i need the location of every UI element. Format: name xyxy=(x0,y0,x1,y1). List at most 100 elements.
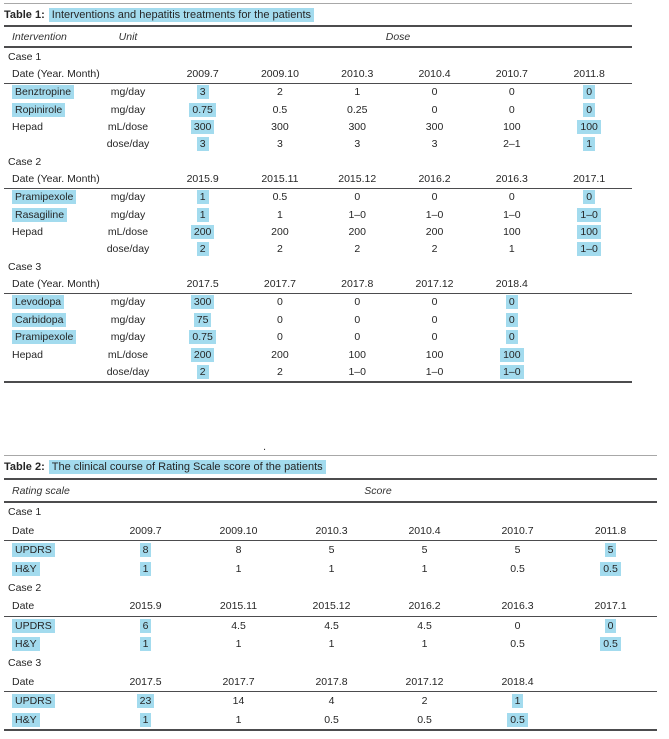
treatment-row: Pramipexole mg/day 0.75 0 0 0 0 xyxy=(4,329,632,346)
value-cell: 3 xyxy=(431,138,438,151)
treatment-row: Rasagiline mg/day 1 1 1–0 1–0 1–0 1–0 xyxy=(4,206,632,223)
date-cell: 2017.5 xyxy=(129,675,162,688)
value-cell: 0.5 xyxy=(471,712,564,727)
value-cell: 2 xyxy=(421,695,428,708)
value-cell: 1 xyxy=(508,243,515,256)
highlight: 0.5 xyxy=(507,712,528,727)
date-cell: 2017.1 xyxy=(594,600,627,613)
value-cell: 0 xyxy=(277,331,283,344)
table2-body: Case 1 Date 2009.7 2009.10 2010.3 2010.4 2010.… xyxy=(4,503,657,729)
highlight: 100 xyxy=(577,225,601,240)
unit-cell: mg/day xyxy=(110,103,146,116)
date-row: Date 2009.7 2009.10 2010.3 2010.4 2010.7 2011.… xyxy=(4,522,657,541)
value-cell: 0 xyxy=(473,295,550,310)
value-cell: 200 xyxy=(348,226,366,239)
value-cell: 1 xyxy=(354,86,361,99)
value-cell: 0.5 xyxy=(564,562,657,577)
row-label: UPDRS xyxy=(4,618,99,633)
table1-title: Table 1: Interventions and hepatitis tre… xyxy=(4,4,632,25)
value-cell: 300 xyxy=(348,121,366,134)
table1: Table 1: Interventions and hepatitis tre… xyxy=(4,3,632,383)
value-cell: 8 xyxy=(99,543,192,558)
value-cell: 14 xyxy=(232,695,245,708)
value-cell: 5 xyxy=(328,544,335,557)
value-cell: 2 xyxy=(164,364,241,379)
value-cell: 0.5 xyxy=(324,713,339,726)
table2-title-rule xyxy=(4,478,657,480)
unit-cell: mg/day xyxy=(110,208,146,221)
treatment-row: dose/day 3 3 3 3 2–1 1 xyxy=(4,136,632,153)
highlight: H&Y xyxy=(12,712,40,727)
unit-cell: mL/dose xyxy=(107,226,149,239)
highlight: 2 xyxy=(196,242,209,257)
row-label: H&Y xyxy=(4,637,99,652)
table1-top-rule xyxy=(4,3,632,4)
row-label: Hepad xyxy=(12,226,43,239)
unit-cell: mL/dose xyxy=(107,348,149,361)
date-cell: 2016.3 xyxy=(495,173,528,186)
table2-header-row: Rating scale Score xyxy=(4,480,657,501)
value-cell: 5 xyxy=(564,543,657,558)
score-row: H&Y 1 1 1 1 0.5 0.5 xyxy=(4,635,657,654)
value-cell: 0.25 xyxy=(347,103,368,116)
row-label: Ropinirole xyxy=(4,102,92,117)
row-label: Levodopa xyxy=(4,295,92,310)
treatment-row: Hepad mL/dose 200 200 200 200 100 100 xyxy=(4,223,632,240)
value-cell: 4.5 xyxy=(231,619,246,632)
value-cell: 4 xyxy=(328,695,335,708)
date-cell: 2017.8 xyxy=(341,278,374,291)
value-cell: 200 xyxy=(164,225,241,240)
case-label: Case 3 xyxy=(8,260,42,273)
value-cell: 5 xyxy=(514,544,521,557)
value-cell: 1–0 xyxy=(550,242,627,257)
date-cell: 2017.8 xyxy=(315,675,348,688)
treatment-row: Hepad mL/dose 300 300 300 300 100 100 xyxy=(4,118,632,135)
highlight: 2 xyxy=(196,364,209,379)
value-cell: 0 xyxy=(354,313,361,326)
unit-cell: mg/day xyxy=(110,296,146,309)
score-row: H&Y 1 1 1 1 0.5 0.5 xyxy=(4,560,657,579)
highlight: 0 xyxy=(505,295,518,310)
highlight: 1 xyxy=(583,137,596,152)
value-cell: 0 xyxy=(277,313,283,326)
date-label: Date (Year. Month) xyxy=(12,68,100,81)
value-cell: 0 xyxy=(550,85,627,100)
unit-cell: mg/day xyxy=(110,331,146,344)
date-cell: 2010.3 xyxy=(341,68,374,81)
case-label: Case 2 xyxy=(8,155,42,168)
value-cell: 1 xyxy=(421,563,428,576)
highlight: 200 xyxy=(190,347,215,362)
highlight: 0 xyxy=(505,330,518,345)
value-cell: 1 xyxy=(277,208,283,221)
highlight: 0 xyxy=(583,85,596,100)
date-cell: 2016.2 xyxy=(408,600,441,613)
value-cell: 0 xyxy=(473,330,550,345)
value-cell: 0.5 xyxy=(272,103,288,116)
value-cell: 1 xyxy=(421,638,428,651)
date-cell: 2010.7 xyxy=(501,524,534,537)
date-rule xyxy=(4,540,657,542)
date-cell: 2015.12 xyxy=(312,600,351,613)
value-cell: 1–0 xyxy=(550,207,627,222)
highlight: 300 xyxy=(190,120,215,135)
highlight: 1–0 xyxy=(500,364,524,379)
treatment-row: Benztropine mg/day 3 2 1 0 0 0 xyxy=(4,84,632,101)
score-row: UPDRS 6 4.5 4.5 4.5 0 0 xyxy=(4,617,657,636)
value-cell: 0.75 xyxy=(164,330,241,345)
treatment-row: Hepad mL/dose 200 200 100 100 100 xyxy=(4,346,632,363)
value-cell: 0 xyxy=(508,86,515,99)
value-cell: 0 xyxy=(431,313,438,326)
highlight: 1–0 xyxy=(577,207,601,222)
value-cell: 8 xyxy=(235,544,242,557)
highlight: 0.75 xyxy=(189,330,216,345)
value-cell: 1–0 xyxy=(473,364,550,379)
value-cell: 2 xyxy=(277,86,283,99)
treatment-row: Carbidopa mg/day 75 0 0 0 0 xyxy=(4,311,632,328)
date-label: Date (Year. Month) xyxy=(12,278,100,291)
value-cell: 0 xyxy=(354,331,361,344)
value-cell: 0 xyxy=(508,191,515,204)
date-cell: 2018.4 xyxy=(495,278,528,291)
highlight: 0 xyxy=(505,312,518,327)
value-cell: 0 xyxy=(277,296,283,309)
